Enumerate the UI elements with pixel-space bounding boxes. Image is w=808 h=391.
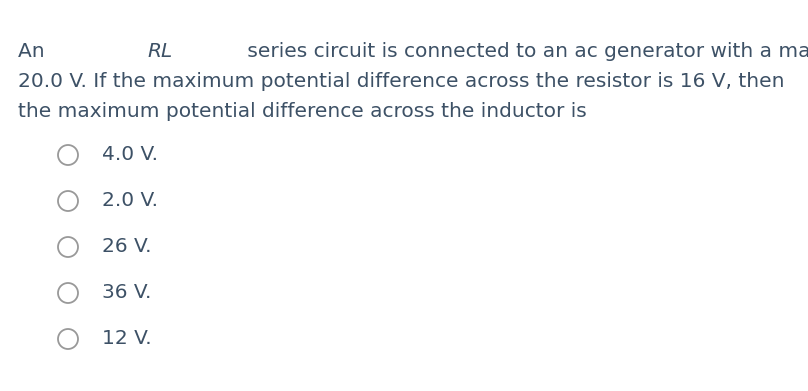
Text: 2.0 V.: 2.0 V.: [102, 192, 158, 210]
Text: RL: RL: [148, 42, 173, 61]
Text: An: An: [18, 42, 51, 61]
Text: the maximum potential difference across the inductor is: the maximum potential difference across …: [18, 102, 587, 121]
Text: 36 V.: 36 V.: [102, 283, 151, 303]
Text: 12 V.: 12 V.: [102, 330, 152, 348]
Text: 4.0 V.: 4.0 V.: [102, 145, 158, 165]
Text: An ​RL: An ​RL: [18, 42, 76, 61]
Text: series circuit is connected to an ac generator with a maximum emf of: series circuit is connected to an ac gen…: [241, 42, 808, 61]
Text: 20.0 V. If the maximum potential difference across the resistor is 16 V, then: 20.0 V. If the maximum potential differe…: [18, 72, 785, 91]
Text: 26 V.: 26 V.: [102, 237, 152, 256]
